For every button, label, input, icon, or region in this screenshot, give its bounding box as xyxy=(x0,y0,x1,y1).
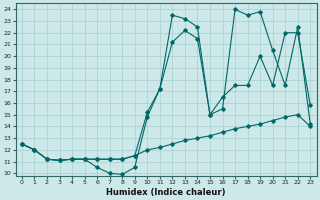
X-axis label: Humidex (Indice chaleur): Humidex (Indice chaleur) xyxy=(106,188,226,197)
